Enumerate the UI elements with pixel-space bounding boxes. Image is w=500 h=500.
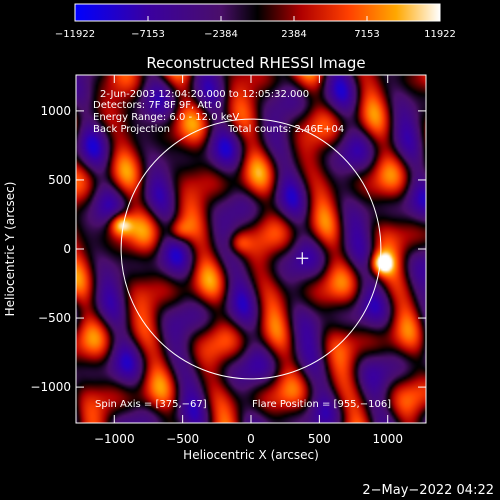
- colorbar-tick-label: 11922: [424, 29, 456, 40]
- annotation-energy: Energy Range: 6.0 - 12.0 keV: [93, 112, 239, 123]
- y-tick-label: 1000: [40, 104, 71, 118]
- y-axis-label: Heliocentric Y (arcsec): [3, 182, 17, 317]
- annotation-spin-axis: Spin Axis = [375,−67]: [95, 399, 207, 410]
- annotation-counts: Total counts: 2.46E+04: [227, 124, 344, 135]
- x-axis: −1000 −500 0 500 1000: [94, 75, 403, 446]
- annotation-flare-position: Flare Position = [955,−106]: [252, 399, 391, 410]
- x-tick-label: 1000: [372, 432, 403, 446]
- colorbar-tick-label: −7153: [131, 29, 165, 40]
- y-axis: 1000 500 0 −500 −1000: [30, 104, 426, 394]
- y-tick-label: −1000: [30, 380, 71, 394]
- colorbar-tick-label: 7153: [354, 29, 379, 40]
- x-axis-label: Heliocentric X (arcsec): [183, 448, 319, 462]
- heatmap-image: [76, 75, 426, 423]
- annotation-time: 2-Jun-2003 12:04:20.000 to 12:05:32.000: [100, 89, 309, 100]
- y-tick-label: 0: [63, 242, 71, 256]
- colorbar-tick-label: −2384: [204, 29, 238, 40]
- x-tick-label: 500: [308, 432, 331, 446]
- x-tick-label: −1000: [94, 432, 135, 446]
- solar-disk-circle: [120, 118, 382, 380]
- footer-date: 2−May−2022 04:22: [362, 483, 494, 498]
- y-tick-label: −500: [38, 311, 71, 325]
- chart-title: Reconstructed RHESSI Image: [146, 54, 365, 72]
- colorbar-tick-label: 2384: [281, 29, 306, 40]
- x-tick-label: −500: [166, 432, 199, 446]
- colorbar-tick-label: −11922: [55, 29, 95, 40]
- annotation-detectors: Detectors: 7F 8F 9F, Att 0: [93, 100, 221, 111]
- y-tick-label: 500: [48, 173, 71, 187]
- annotation-method: Back Projection: [93, 124, 170, 135]
- colorbar: [74, 3, 441, 22]
- x-tick-label: 0: [247, 432, 255, 446]
- colorbar-ticks: −11922 −7153 −2384 2384 7153 11922: [55, 16, 456, 40]
- spin-axis-marker: [296, 252, 309, 265]
- plot-image: [76, 75, 426, 423]
